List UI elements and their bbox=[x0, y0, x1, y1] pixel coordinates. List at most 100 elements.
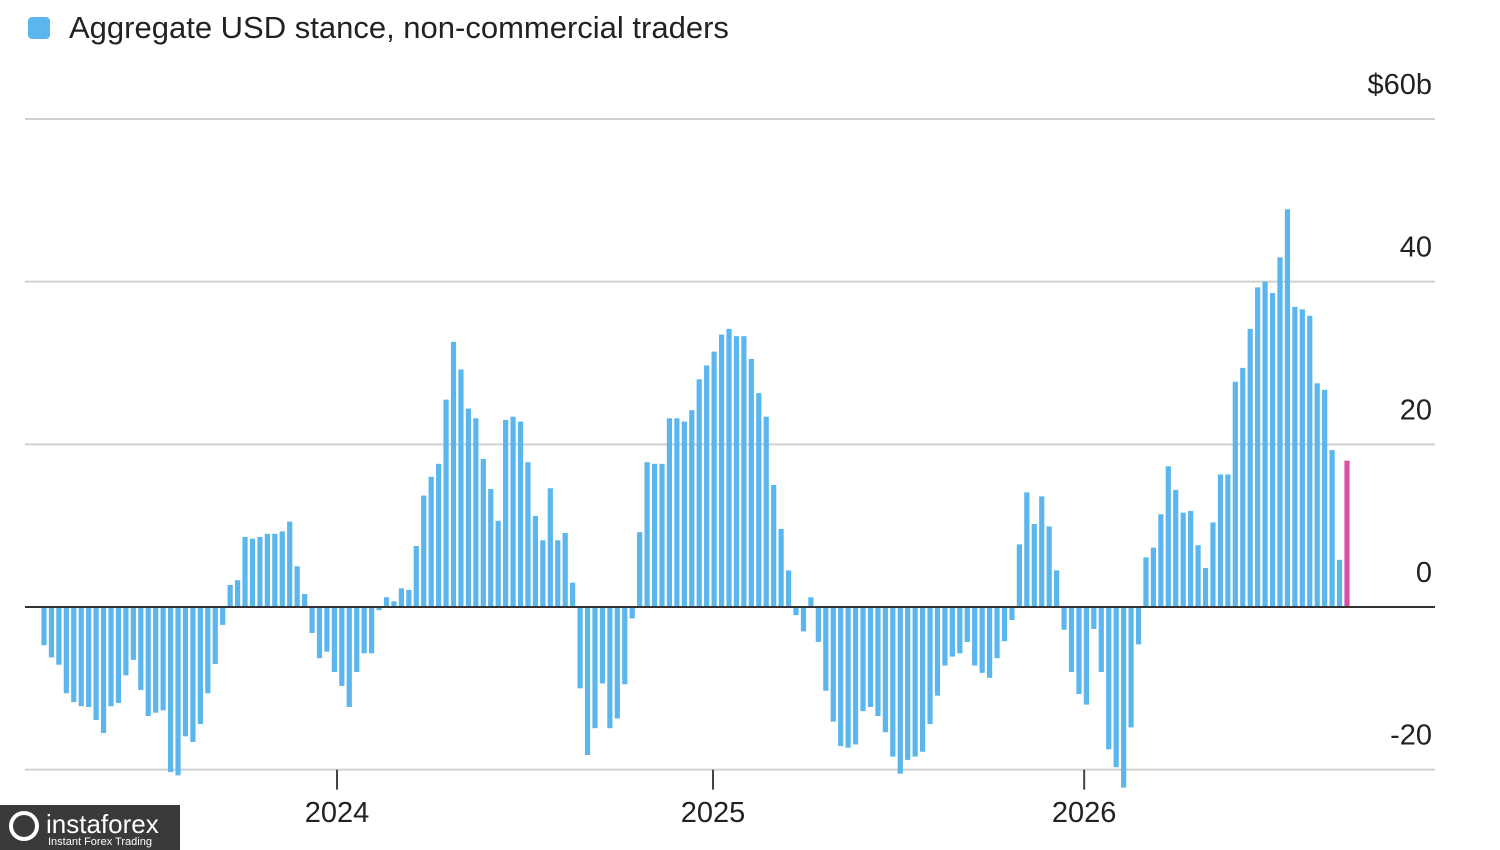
bar bbox=[1128, 607, 1134, 728]
bar bbox=[1039, 496, 1045, 607]
bar bbox=[63, 607, 69, 694]
bar bbox=[1158, 514, 1164, 607]
bar bbox=[577, 607, 583, 689]
bar bbox=[1009, 607, 1015, 621]
bar bbox=[681, 421, 687, 607]
bar bbox=[1299, 309, 1305, 607]
bar bbox=[1165, 466, 1171, 607]
bar bbox=[830, 607, 836, 722]
bar bbox=[1292, 306, 1298, 607]
bar bbox=[1106, 607, 1112, 750]
bar bbox=[242, 537, 248, 607]
bar bbox=[1113, 607, 1119, 768]
bar bbox=[421, 495, 427, 607]
bar bbox=[845, 607, 851, 748]
bar bbox=[733, 336, 740, 607]
bar bbox=[741, 336, 747, 607]
bar bbox=[644, 462, 650, 607]
y-tick-label: 20 bbox=[1400, 394, 1432, 426]
bar bbox=[1269, 293, 1276, 607]
bar bbox=[100, 607, 107, 734]
bar bbox=[1083, 607, 1089, 705]
bar bbox=[919, 607, 926, 752]
bar bbox=[867, 607, 874, 708]
bar bbox=[1121, 607, 1127, 788]
bar bbox=[1225, 474, 1231, 607]
bar bbox=[71, 607, 77, 703]
bar bbox=[547, 488, 553, 607]
bar bbox=[1076, 607, 1082, 695]
bar bbox=[934, 607, 941, 696]
bar bbox=[1001, 607, 1008, 642]
bar bbox=[1016, 544, 1022, 607]
bar bbox=[979, 607, 985, 673]
watermark-logo bbox=[9, 811, 39, 841]
bar bbox=[651, 463, 658, 607]
bar bbox=[249, 538, 256, 607]
bar bbox=[927, 607, 933, 725]
bar bbox=[383, 597, 390, 607]
bar bbox=[413, 546, 419, 607]
bar bbox=[771, 485, 777, 607]
bar bbox=[130, 607, 136, 660]
bar bbox=[1143, 557, 1149, 607]
bar bbox=[1024, 492, 1030, 607]
bar bbox=[1091, 607, 1097, 629]
bar bbox=[450, 341, 457, 607]
bar bbox=[458, 369, 464, 607]
bar bbox=[562, 532, 568, 607]
legend-swatch bbox=[28, 17, 50, 39]
bar bbox=[41, 607, 47, 646]
bar bbox=[1217, 474, 1224, 607]
bar bbox=[1322, 389, 1328, 607]
x-tick-label: 2025 bbox=[681, 797, 746, 829]
x-tick-label: 2026 bbox=[1052, 797, 1117, 829]
bar bbox=[391, 601, 397, 607]
bar bbox=[212, 607, 218, 664]
bar bbox=[324, 607, 330, 652]
bar bbox=[398, 588, 404, 607]
bar bbox=[1061, 607, 1067, 630]
bar bbox=[1195, 545, 1201, 607]
bar bbox=[376, 607, 382, 611]
bar bbox=[696, 379, 702, 607]
bar bbox=[942, 607, 948, 666]
bar bbox=[666, 418, 673, 607]
bar bbox=[436, 463, 442, 607]
bar bbox=[279, 531, 285, 607]
bar bbox=[316, 607, 323, 659]
bar bbox=[912, 607, 918, 757]
bar bbox=[704, 365, 710, 607]
bar bbox=[495, 520, 501, 607]
bar bbox=[875, 607, 881, 716]
bar bbox=[756, 393, 762, 607]
bar bbox=[302, 593, 308, 607]
bar bbox=[1188, 511, 1194, 607]
bar bbox=[659, 463, 665, 607]
bar bbox=[860, 607, 866, 712]
bar bbox=[964, 607, 970, 642]
bar bbox=[1336, 559, 1343, 607]
bar bbox=[711, 351, 717, 607]
bar bbox=[354, 607, 360, 673]
bar bbox=[726, 328, 732, 607]
bar bbox=[748, 358, 754, 607]
bar bbox=[987, 607, 993, 678]
bar bbox=[800, 607, 807, 632]
legend-label: Aggregate USD stance, non-commercial tra… bbox=[69, 10, 729, 45]
bar bbox=[190, 607, 196, 743]
bar bbox=[1344, 460, 1350, 607]
y-tick-label: 40 bbox=[1400, 232, 1432, 264]
bar bbox=[205, 607, 211, 694]
bar bbox=[257, 537, 263, 607]
bar bbox=[1098, 607, 1104, 673]
bar bbox=[1180, 512, 1186, 607]
bar bbox=[1329, 450, 1335, 607]
bar bbox=[808, 597, 814, 607]
bar bbox=[160, 607, 166, 711]
bar bbox=[309, 607, 315, 634]
bar bbox=[339, 607, 345, 686]
bar bbox=[1068, 607, 1075, 673]
watermark: instaforex Instant Forex Trading bbox=[0, 805, 180, 850]
